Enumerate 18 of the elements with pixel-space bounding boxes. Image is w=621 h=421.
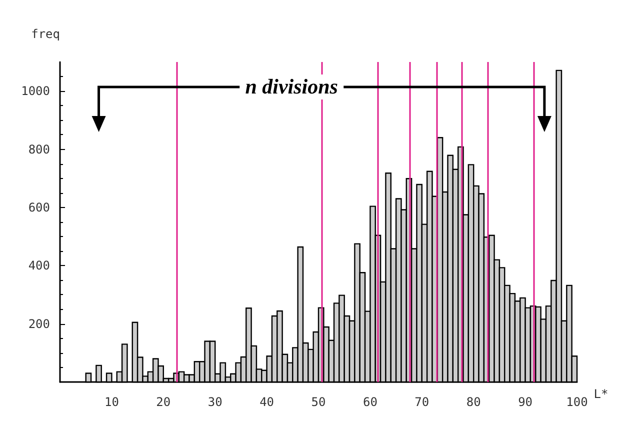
x-tick-label: 80	[466, 395, 481, 409]
x-tick-label: 100	[566, 395, 588, 409]
y-tick-label: 800	[28, 142, 50, 156]
x-tick-label: 60	[362, 395, 378, 409]
y-tick-label: 1000	[21, 84, 50, 98]
annotation: n divisions	[239, 74, 344, 100]
x-tick-label: 70	[414, 395, 430, 409]
y-tick-label: 600	[28, 200, 50, 214]
y-axis-title: freq	[31, 27, 60, 41]
x-tick-label: 30	[208, 395, 222, 409]
x-tick-label: 90	[518, 395, 533, 409]
x-tick-label: 20	[156, 395, 171, 409]
x-tick-label: 50	[311, 395, 326, 409]
x-axis-title: L*	[594, 387, 608, 401]
x-tick-label: 10	[104, 395, 119, 409]
y-tick-label: 400	[28, 258, 50, 273]
y-tick-label: 200	[28, 316, 50, 331]
x-tick-label: 40	[260, 395, 274, 409]
